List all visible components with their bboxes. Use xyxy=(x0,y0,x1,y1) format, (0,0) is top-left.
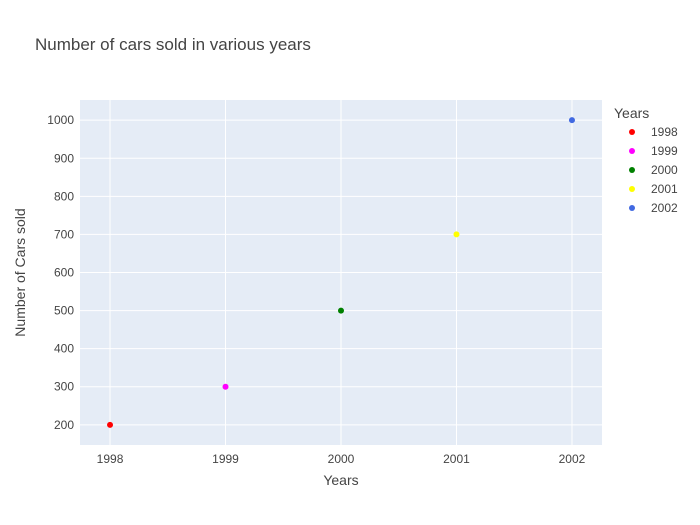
y-tick-label: 200 xyxy=(54,418,74,432)
y-gridlines xyxy=(80,119,602,426)
legend-item-2001[interactable]: 2001 xyxy=(629,182,678,196)
x-tick-label: 1998 xyxy=(97,452,124,466)
data-point-2001[interactable] xyxy=(453,231,460,238)
y-tick-label: 600 xyxy=(54,266,74,280)
legend-marker xyxy=(629,148,635,154)
y-tick-label: 300 xyxy=(54,380,74,394)
y-axis-title: Number of Cars sold xyxy=(12,208,28,336)
data-point-2000[interactable] xyxy=(338,307,344,314)
y-tick-label: 400 xyxy=(54,342,74,356)
y-tick-label: 700 xyxy=(54,227,74,241)
chart-title: Number of cars sold in various years xyxy=(35,35,311,54)
y-tick-label: 900 xyxy=(54,151,74,165)
data-point-1999[interactable] xyxy=(222,383,229,390)
legend-title: Years xyxy=(614,105,649,121)
legend: Years 1998 1999 2000 2001 2002 xyxy=(614,105,678,215)
x-tick-labels: 1998 1999 2000 2001 2002 xyxy=(97,452,586,466)
legend-items: 1998 1999 2000 2001 2002 xyxy=(629,125,678,215)
x-tick-label: 2002 xyxy=(559,452,586,466)
x-tick-label: 2000 xyxy=(328,452,355,466)
x-axis-title: Years xyxy=(323,472,358,488)
legend-label: 1998 xyxy=(651,125,678,139)
legend-label: 2000 xyxy=(651,163,678,177)
legend-item-2002[interactable]: 2002 xyxy=(629,201,678,215)
legend-marker xyxy=(629,186,635,192)
legend-marker xyxy=(629,129,635,135)
legend-label: 2002 xyxy=(651,201,678,215)
legend-item-1999[interactable]: 1999 xyxy=(629,144,678,158)
legend-marker xyxy=(629,167,635,173)
data-point-2002[interactable] xyxy=(568,117,575,124)
x-tick-label: 1999 xyxy=(212,452,239,466)
legend-item-1998[interactable]: 1998 xyxy=(629,125,678,139)
x-tick-label: 2001 xyxy=(443,452,470,466)
data-point-1998[interactable] xyxy=(107,421,114,428)
legend-marker xyxy=(629,205,635,211)
y-tick-label: 1000 xyxy=(47,113,74,127)
y-tick-labels: 200 300 400 500 600 700 800 900 1000 xyxy=(47,113,74,432)
data-points xyxy=(107,117,575,428)
y-tick-label: 800 xyxy=(54,189,74,203)
legend-label: 2001 xyxy=(651,182,678,196)
legend-item-2000[interactable]: 2000 xyxy=(629,163,678,177)
y-tick-label: 500 xyxy=(54,304,74,318)
legend-label: 1999 xyxy=(651,144,678,158)
